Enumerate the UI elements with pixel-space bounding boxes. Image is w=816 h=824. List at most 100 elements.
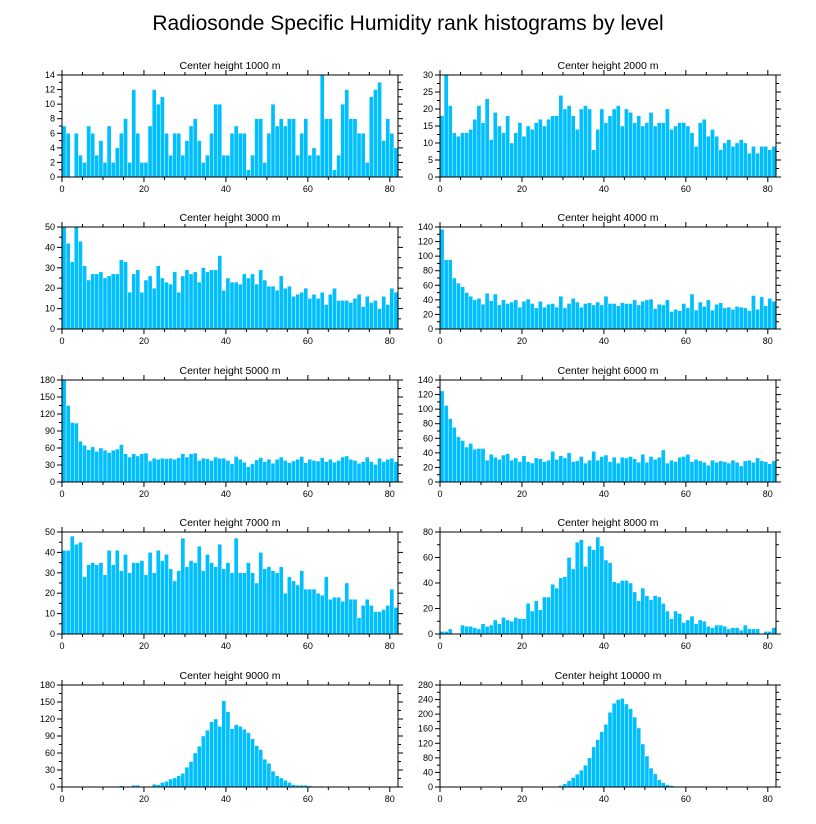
bar [677,613,682,635]
bar [201,570,206,635]
y-tick-label: 0 [50,324,55,334]
y-tick-label: 40 [45,242,55,252]
bar [497,125,502,178]
bar [771,460,777,483]
bar [681,122,687,178]
y-tick-label: 2 [50,157,55,167]
bar [283,780,288,788]
bar [566,452,572,483]
bar [123,261,128,330]
bar [747,459,752,483]
bar [677,122,682,178]
bar [385,118,391,178]
y-tick-label: 4 [50,143,55,153]
x-tick-label: 80 [385,794,395,804]
x-tick-label: 40 [221,184,231,194]
bar [65,133,71,178]
bar [579,539,584,635]
bar [106,125,112,178]
bar [755,152,760,178]
bar [714,624,719,635]
bar [356,133,362,178]
bar [542,306,547,330]
bar [123,453,128,483]
bar [554,459,560,483]
bar [192,752,198,788]
bar [311,460,317,483]
x-tick-label: 40 [221,641,231,651]
bar [237,572,243,635]
bar [652,308,658,330]
bar [303,588,309,635]
bar [127,456,132,483]
bar [86,125,91,178]
bar [636,727,641,788]
bar [570,115,576,178]
bar [160,277,165,330]
bar [681,622,687,635]
bar [505,115,510,178]
bar [82,444,87,483]
y-tick-label: 14 [45,70,55,80]
bar [509,301,514,330]
bar [299,292,304,330]
bar [644,755,650,788]
bar [566,303,572,330]
bar [250,463,255,483]
bar [192,118,198,178]
bar [188,560,194,635]
bar [184,456,190,483]
bar [448,259,453,330]
bar [184,766,190,788]
bar [336,597,341,635]
bar [352,118,358,178]
bar [242,461,247,483]
y-tick-label: 30 [45,765,55,775]
x-tick-label: 0 [59,641,64,651]
bar [119,570,124,635]
bar [620,580,625,635]
bar [143,279,149,330]
bar [311,588,317,635]
bar [628,112,633,178]
bar [246,562,251,635]
bar [488,454,494,483]
bar [299,570,304,635]
bar [529,129,535,178]
bar [344,455,350,483]
bar [488,624,494,635]
bar [460,132,465,178]
bar [270,103,276,178]
bar [505,619,510,635]
panel-3: Center height 3000 m 0 20 40 60 80 0 10 20 30 40 50 [45,212,403,346]
y-tick-label: 5 [428,155,433,165]
bar [624,580,629,635]
bar [283,288,288,330]
bar [640,743,646,788]
y-tick-label: 0 [428,324,433,334]
y-tick-label: 0 [428,782,433,792]
bar [661,603,666,635]
bar [542,461,547,483]
bar [644,595,650,635]
bar [476,628,482,635]
bar [472,299,478,330]
bar [332,288,337,330]
bar [497,459,502,483]
bar [209,562,214,635]
x-tick-label: 40 [221,794,231,804]
bar [685,307,691,330]
bar [377,611,382,635]
bar [164,554,169,635]
bar [176,570,182,635]
x-tick-label: 60 [681,336,691,346]
bar [94,564,100,635]
bar [706,465,711,483]
bar [201,162,206,178]
bar [693,459,699,483]
bar [258,269,263,330]
bar [115,273,120,330]
bar [488,300,494,330]
bar [669,618,674,635]
bar [283,460,288,483]
